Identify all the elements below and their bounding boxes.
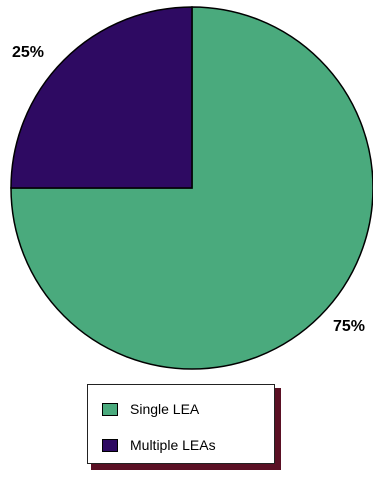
pie-slice-multiple-leas [10,6,193,189]
legend-swatch-multiple-leas [102,438,118,452]
legend-label-single-lea: Single LEA [130,401,200,417]
legend-item-multiple-leas: Multiple LEAs [102,437,216,453]
pie-chart: 75% 25% [10,6,373,370]
pie-slice-single-lea [10,6,373,370]
pie-label-multiple-leas: 25% [12,44,44,61]
legend: Single LEA Multiple LEAs [87,384,275,464]
legend-swatch-single-lea [102,402,118,416]
pie-label-single-lea: 75% [333,318,365,335]
legend-item-single-lea: Single LEA [102,401,199,417]
legend-label-multiple-leas: Multiple LEAs [130,437,216,453]
